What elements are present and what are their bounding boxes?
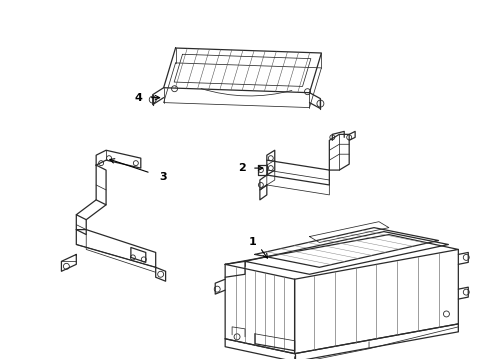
Text: 4: 4 <box>135 93 142 103</box>
Text: 1: 1 <box>248 237 256 247</box>
Text: 3: 3 <box>159 172 166 182</box>
Text: 2: 2 <box>238 163 245 173</box>
